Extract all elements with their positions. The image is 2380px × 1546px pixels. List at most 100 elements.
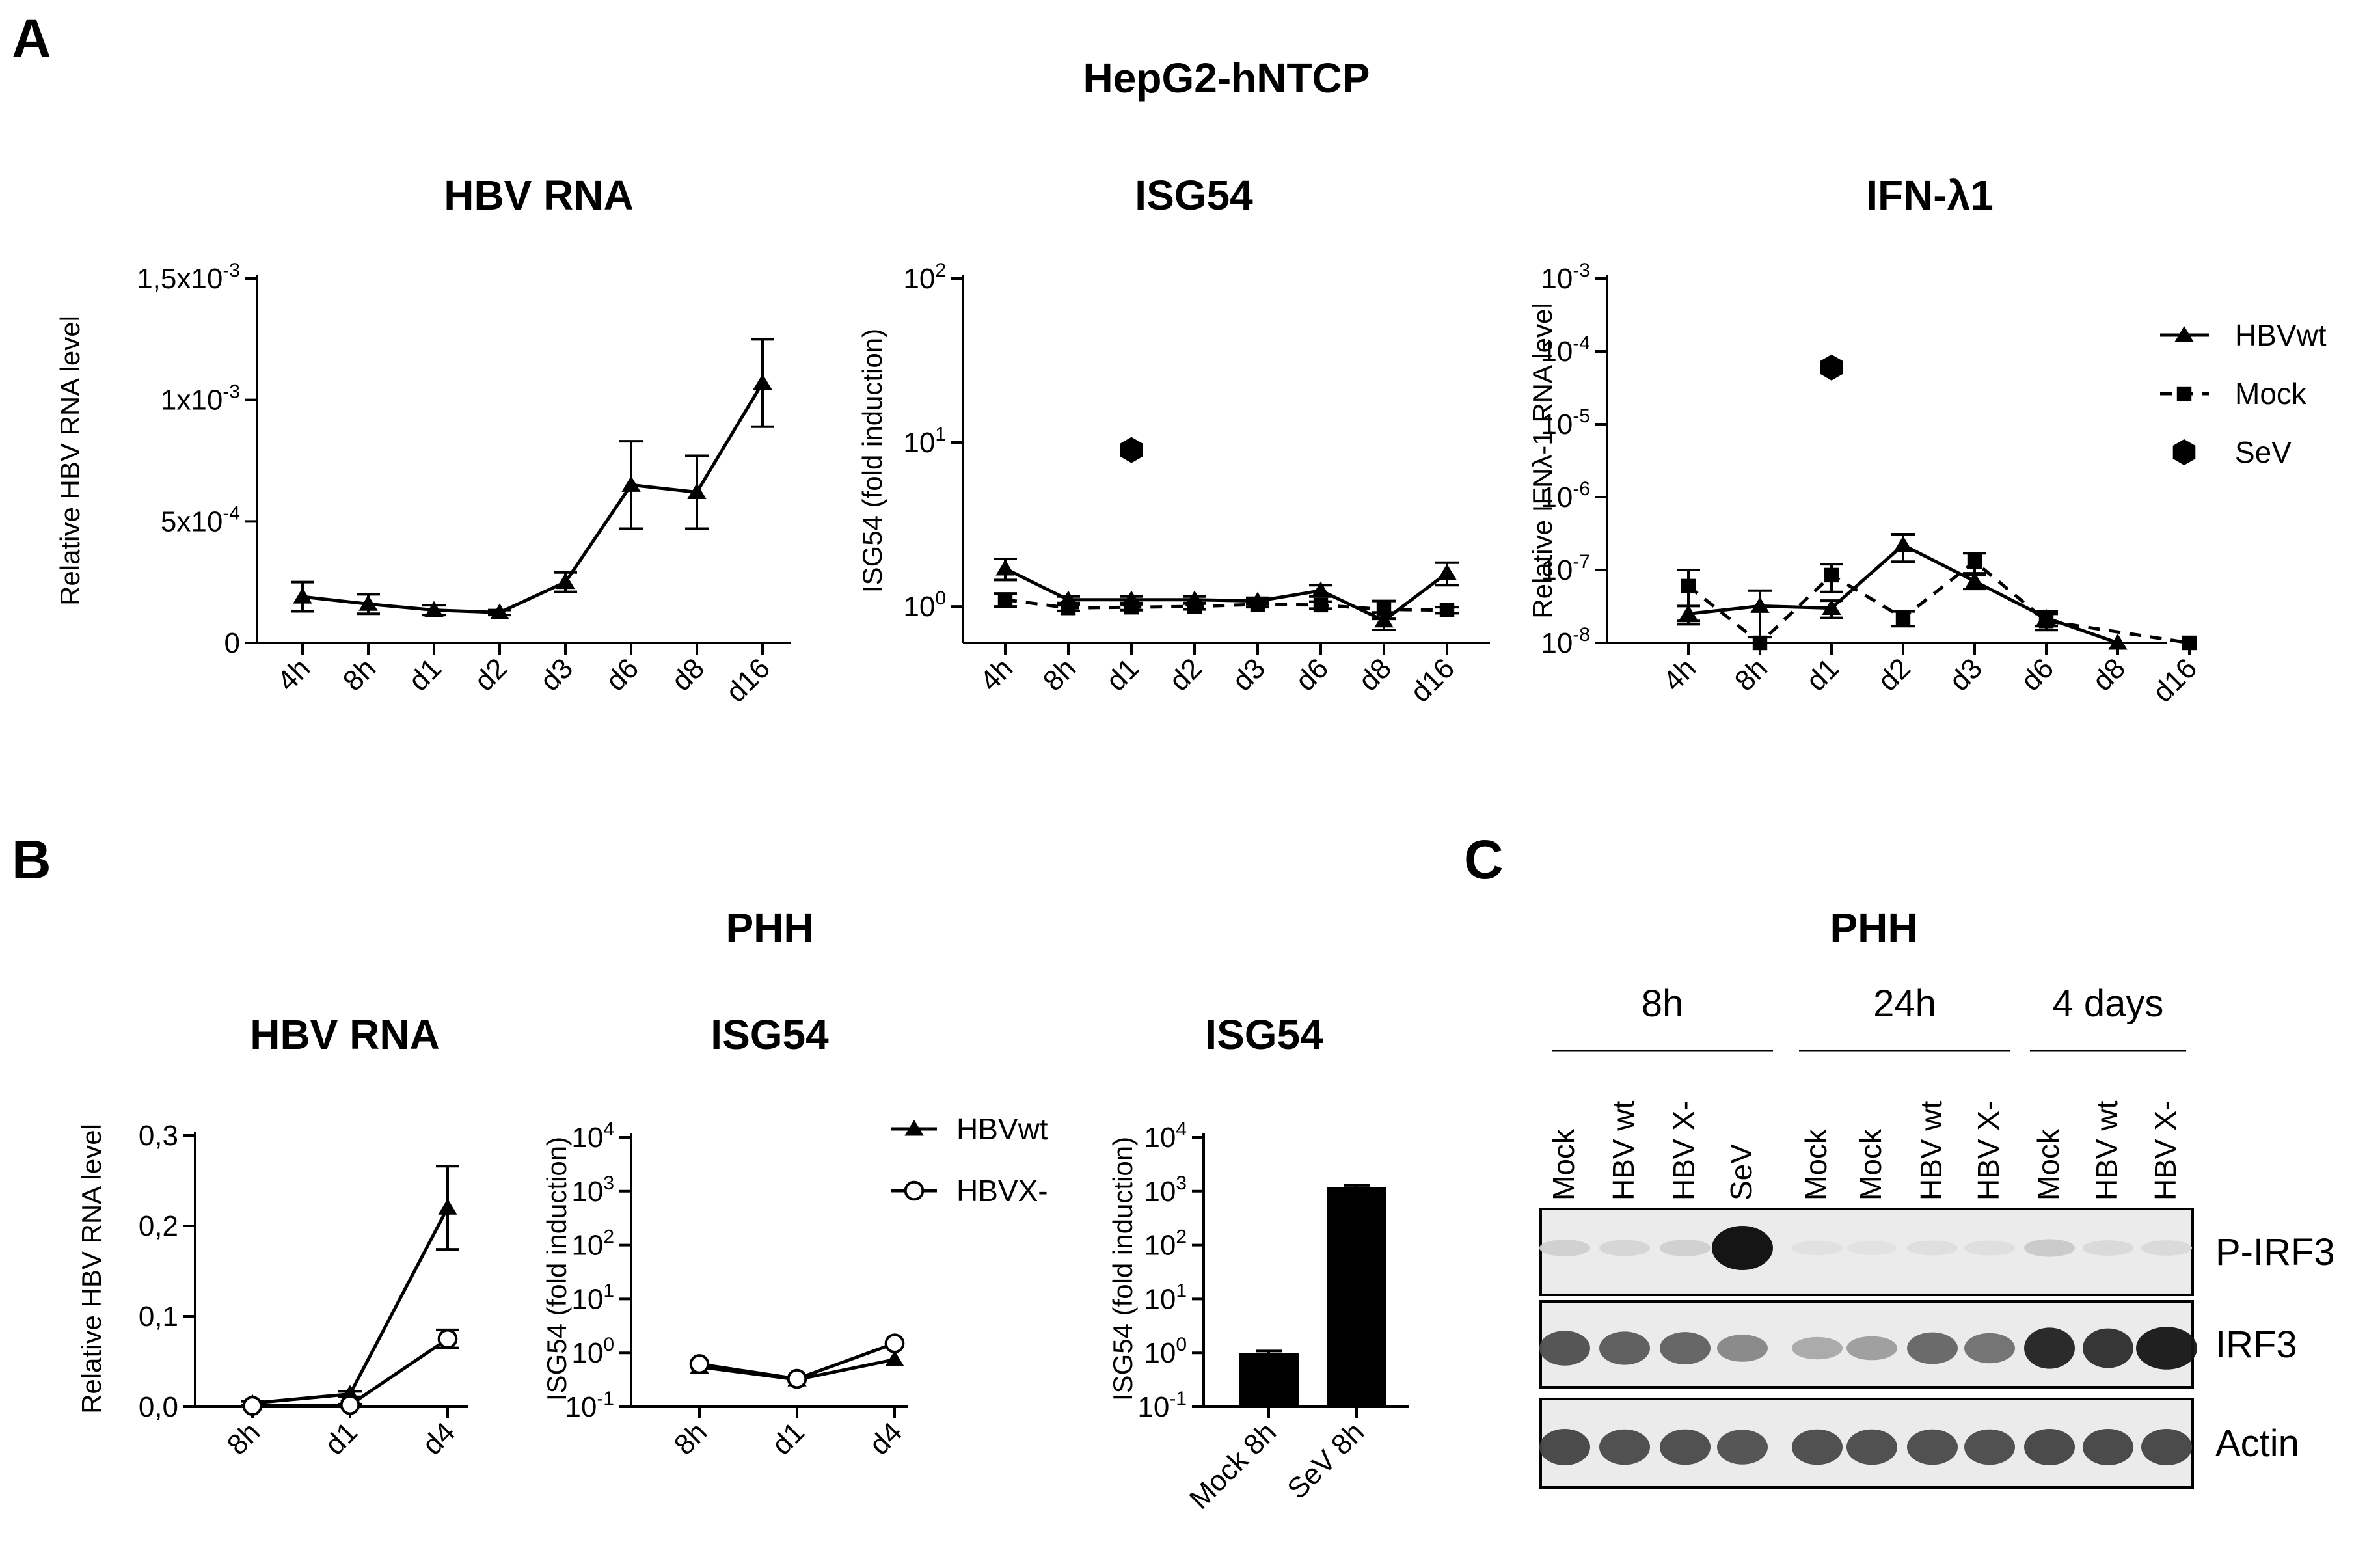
y-tick-label-exp: 0	[1176, 1334, 1187, 1355]
y-tick-label: 103	[571, 1173, 614, 1208]
series-hbvx-	[241, 1328, 459, 1416]
band	[1964, 1333, 2015, 1364]
data-point	[1824, 567, 1839, 583]
y-tick-label-exp: 0	[603, 1334, 614, 1355]
x-tick-label: d16	[2147, 652, 2204, 709]
x-tick-label: 8h	[221, 1416, 266, 1461]
panel-b-title: PHH	[725, 904, 813, 951]
band	[1717, 1335, 1768, 1362]
x-tick-label: d16	[720, 652, 777, 709]
series-mock	[1677, 552, 2197, 651]
legend-label: Mock	[2235, 377, 2307, 411]
band	[1846, 1336, 1897, 1361]
data-point	[1376, 602, 1392, 617]
blot-strip	[1539, 1208, 2194, 1296]
y-tick-label: 0,0	[139, 1391, 178, 1423]
data-point	[1250, 597, 1265, 612]
chart-title: IFN-λ1	[1866, 172, 1994, 219]
data-point	[1120, 437, 1143, 463]
lane-label: Mock	[1854, 1128, 1887, 1200]
data-point	[1967, 554, 1982, 569]
x-tick-label: d3	[1226, 652, 1271, 697]
y-tick-label: 10-4	[1541, 332, 1590, 368]
y-tick-label: 10-1	[565, 1388, 614, 1423]
y-tick-label-exp: -4	[223, 502, 240, 524]
x-tick-label: SeV 8h	[1281, 1416, 1370, 1505]
y-tick-label: 10-7	[1541, 551, 1590, 586]
x-tick-label: 8h	[1729, 652, 1774, 697]
data-point	[1681, 578, 1696, 594]
legend-marker	[904, 1120, 924, 1136]
y-tick-label-base: 0	[224, 627, 240, 659]
y-tick-label: 104	[571, 1119, 614, 1154]
y-tick-label-exp: -6	[1573, 478, 1590, 500]
data-point	[995, 560, 1015, 576]
y-tick-label-base: 10	[1541, 627, 1573, 659]
x-tick-label: Mock 8h	[1183, 1416, 1282, 1515]
y-tick-label-base: 5x10	[161, 506, 223, 537]
chart-title: ISG54	[1205, 1011, 1323, 1058]
series-line	[1004, 567, 1448, 623]
data-point	[997, 592, 1013, 607]
band	[2083, 1328, 2133, 1368]
series-sev	[1820, 354, 1843, 381]
x-tick-label: d6	[2015, 652, 2060, 697]
band	[2024, 1239, 2075, 1257]
band	[1907, 1429, 1958, 1465]
data-point	[358, 595, 378, 611]
y-tick-label: 0,3	[139, 1120, 178, 1152]
panel-letter-c: C	[1464, 829, 1504, 890]
chart-hbv-rna-phh: HBV RNA Relative HBV RNA level 0,0 0,1 0,2 0,…	[76, 1011, 468, 1461]
chart-title: HBV RNA	[250, 1011, 440, 1058]
y-tick-label-base: 10	[903, 427, 935, 459]
x-tick-label: d2	[468, 652, 513, 697]
y-tick-label-exp: -3	[1573, 260, 1590, 281]
y-tick-label-base: 10	[571, 1337, 603, 1369]
data-point	[340, 1394, 360, 1415]
y-tick-label-base: 10	[1144, 1122, 1176, 1154]
chart-title: HBV RNA	[444, 172, 634, 219]
data-point	[689, 1354, 710, 1374]
lane-label: HBV X-	[1667, 1101, 1701, 1200]
y-tick-label: 101	[903, 424, 946, 459]
legend-marker	[2176, 386, 2192, 401]
y-tick-label: 5x10-4	[161, 502, 240, 537]
data-point	[687, 483, 707, 500]
data-point	[490, 603, 509, 619]
y-tick-label-base: 0,2	[139, 1210, 178, 1242]
x-tick-label: d6	[1290, 652, 1334, 697]
y-tick-label-exp: -4	[1573, 332, 1590, 354]
y-tick-label: 100	[903, 588, 946, 623]
y-axis-label: Relative IFNλ-1 RNA level	[1527, 303, 1558, 618]
series-line	[1005, 598, 1448, 612]
band	[1660, 1429, 1711, 1465]
data-point	[885, 1350, 904, 1367]
x-tick-label: d8	[1353, 652, 1398, 697]
data-point	[787, 1368, 807, 1389]
data-point	[1822, 599, 1841, 616]
series-mock	[994, 592, 1459, 621]
data-point	[1750, 597, 1770, 613]
legend-panel-b: HBVwt HBVX-	[891, 1112, 1048, 1208]
y-tick-label-base: 10	[571, 1283, 603, 1315]
band	[1846, 1429, 1897, 1465]
y-tick-label-exp: -7	[1573, 551, 1590, 573]
x-tick-label: d3	[534, 652, 579, 697]
data-point	[1437, 563, 1457, 580]
data-point	[753, 373, 772, 390]
y-tick-label-exp: 2	[1176, 1227, 1187, 1248]
band	[1907, 1332, 1958, 1364]
band	[1539, 1240, 1590, 1256]
x-tick-label: 8h	[1037, 652, 1082, 697]
y-tick-label-base: 10	[1541, 409, 1573, 441]
y-tick-label-base: 10	[1144, 1283, 1176, 1315]
series-hbvx-	[689, 1333, 905, 1389]
data-point	[2108, 634, 2128, 650]
series-hbvwt	[291, 338, 774, 619]
band	[1717, 1430, 1768, 1465]
y-tick-label: 10-6	[1541, 478, 1590, 513]
y-tick-label: 1,5x10-3	[137, 260, 240, 295]
